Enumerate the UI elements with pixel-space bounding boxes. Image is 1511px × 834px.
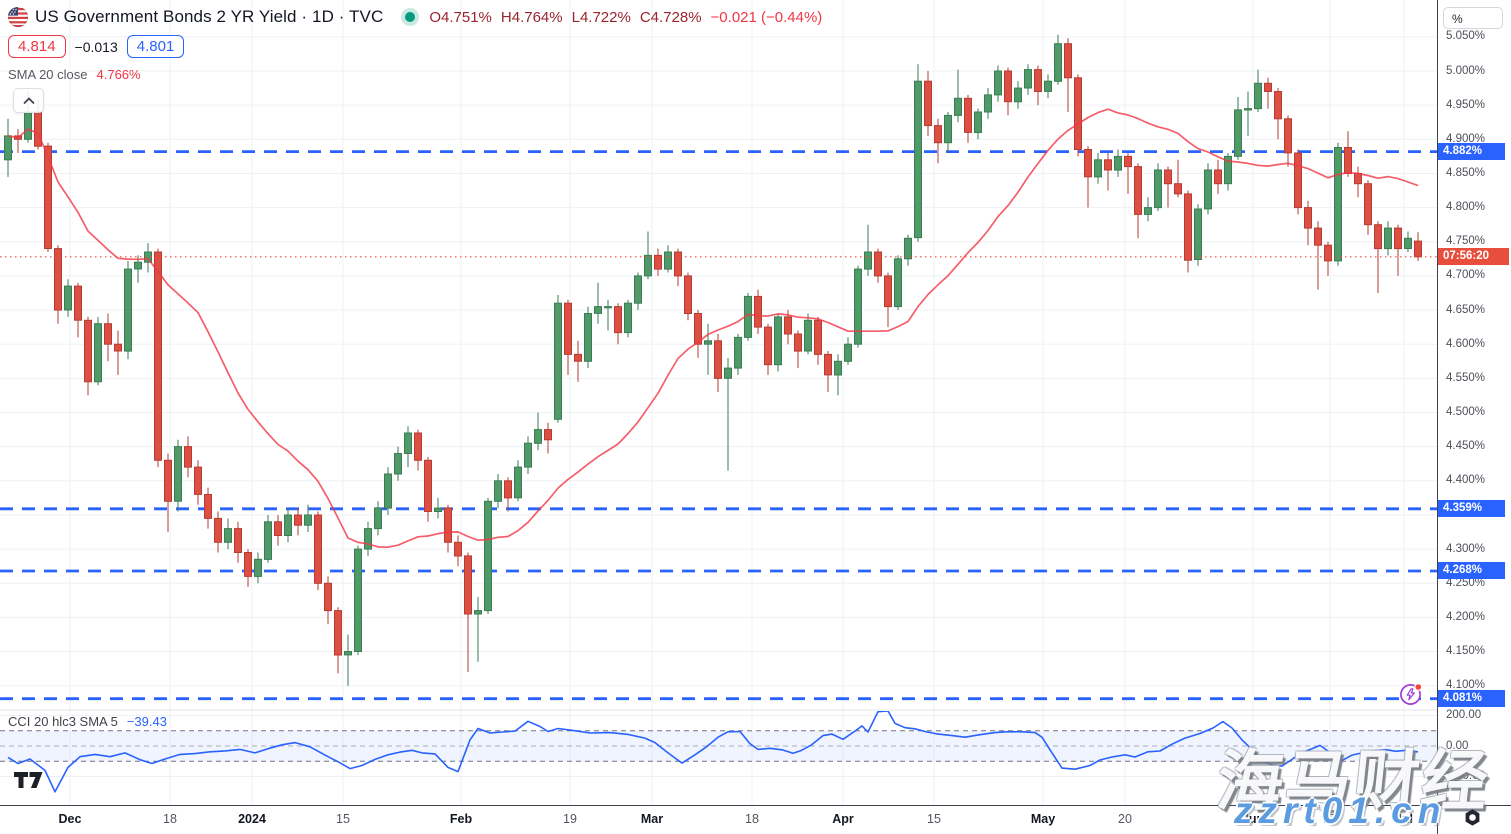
price-tick: 4.400% xyxy=(1446,474,1486,486)
price-tick: 4.850% xyxy=(1446,167,1486,179)
cci-legend[interactable]: CCI 20 hlc3 SMA 5 −39.43 xyxy=(8,714,167,729)
candlestick-series xyxy=(4,34,1422,686)
time-tick: 2024 xyxy=(238,812,266,826)
price-tick: 4.300% xyxy=(1446,543,1486,555)
price-axis[interactable]: % 5.050% 5.000% 4.950% 4.900% 4.850% 4.800% 4.… xyxy=(1437,0,1511,834)
symbol-title[interactable]: US Government Bonds 2 YR Yield · 1D · TV… xyxy=(35,7,384,26)
price-level-label: 4.882% xyxy=(1438,143,1505,160)
price-tick: 5.050% xyxy=(1446,30,1486,42)
cci-band xyxy=(0,730,1437,762)
us-flag-icon xyxy=(8,7,28,27)
time-tick: Mar xyxy=(640,812,664,826)
price-tick: 4.750% xyxy=(1446,235,1486,247)
quote-row: 4.814 −0.013 4.801 xyxy=(8,35,185,58)
price-tick: 4.250% xyxy=(1446,577,1486,589)
time-tick: Jun xyxy=(1241,812,1265,826)
time-tick: 19 xyxy=(563,812,577,826)
cci-line xyxy=(7,711,1419,793)
price-tick: 4.650% xyxy=(1446,304,1486,316)
sma-legend[interactable]: SMA 20 close 4.766% xyxy=(8,67,141,82)
price-tick: 4.550% xyxy=(1446,372,1486,384)
time-tick: 20 xyxy=(1118,812,1132,826)
cci-tick: 0.00 xyxy=(1446,740,1469,752)
price-tick: 4.500% xyxy=(1446,406,1486,418)
price-tick: 4.600% xyxy=(1446,338,1486,350)
cci-tick: 200.00 xyxy=(1446,709,1482,721)
time-tick: Dec xyxy=(58,812,82,826)
price-tick: 4.200% xyxy=(1446,611,1486,623)
time-tick: Jul xyxy=(1394,812,1414,826)
alert-bell-icon[interactable] xyxy=(1399,682,1424,707)
time-tick: 15 xyxy=(336,812,350,826)
price-level-label: 4.359% xyxy=(1438,500,1505,517)
price-level-label: 4.268% xyxy=(1438,562,1505,579)
time-tick: Feb xyxy=(449,812,473,826)
bar-countdown-label: 07:56:20 xyxy=(1438,248,1509,265)
cci-value: −39.43 xyxy=(126,714,167,729)
price-tick: 4.100% xyxy=(1446,679,1486,691)
close-value: C4.728% xyxy=(639,8,702,26)
time-axis[interactable]: Dec 18 2024 15 Feb 19 Mar 18 Apr 15 May 20 Jun 17 Jul xyxy=(0,805,1437,834)
cci-tick: -200.00 xyxy=(1446,770,1486,782)
price-tick: 5.000% xyxy=(1446,65,1486,77)
price-tick: 4.900% xyxy=(1446,133,1486,145)
time-tick: 18 xyxy=(745,812,759,826)
price-tick: 4.700% xyxy=(1446,269,1486,281)
time-tick: Apr xyxy=(832,812,854,826)
time-tick: 18 xyxy=(163,812,177,826)
low-value: L4.722% xyxy=(571,8,631,26)
cci-label: CCI 20 hlc3 SMA 5 xyxy=(8,714,118,729)
sma-label: SMA 20 close xyxy=(8,67,88,82)
time-tick: May xyxy=(1030,812,1056,826)
price-tick: 4.950% xyxy=(1446,99,1486,111)
ohlc-values: O4.751% H4.764% L4.722% C4.728% −0.021 (… xyxy=(429,9,822,26)
time-tick: 15 xyxy=(927,812,941,826)
tradingview-logo-icon[interactable] xyxy=(13,771,44,789)
time-tick: 17 xyxy=(1323,812,1337,826)
sma-line xyxy=(7,108,1419,549)
price-level-label: 4.081% xyxy=(1438,690,1505,707)
market-status-icon[interactable] xyxy=(405,12,416,22)
sma-value: 4.766% xyxy=(96,67,141,82)
price-tick: 4.150% xyxy=(1446,645,1486,657)
price-tick: 4.450% xyxy=(1446,440,1486,452)
open-value: O4.751% xyxy=(429,8,492,26)
price-tick: 4.800% xyxy=(1446,201,1486,213)
gear-icon[interactable] xyxy=(1463,808,1482,827)
high-value: H4.764% xyxy=(500,8,563,26)
spread-change: −0.013 xyxy=(74,38,118,55)
sell-price-button[interactable]: 4.814 xyxy=(8,35,66,58)
change-value: −0.021 (−0.44%) xyxy=(710,8,823,26)
buy-price-button[interactable]: 4.801 xyxy=(126,35,185,58)
chevron-up-icon xyxy=(22,96,35,104)
collapse-pane-button[interactable] xyxy=(13,88,44,113)
symbol-legend: US Government Bonds 2 YR Yield · 1D · TV… xyxy=(8,7,822,27)
axis-unit-button[interactable]: % xyxy=(1443,7,1503,29)
